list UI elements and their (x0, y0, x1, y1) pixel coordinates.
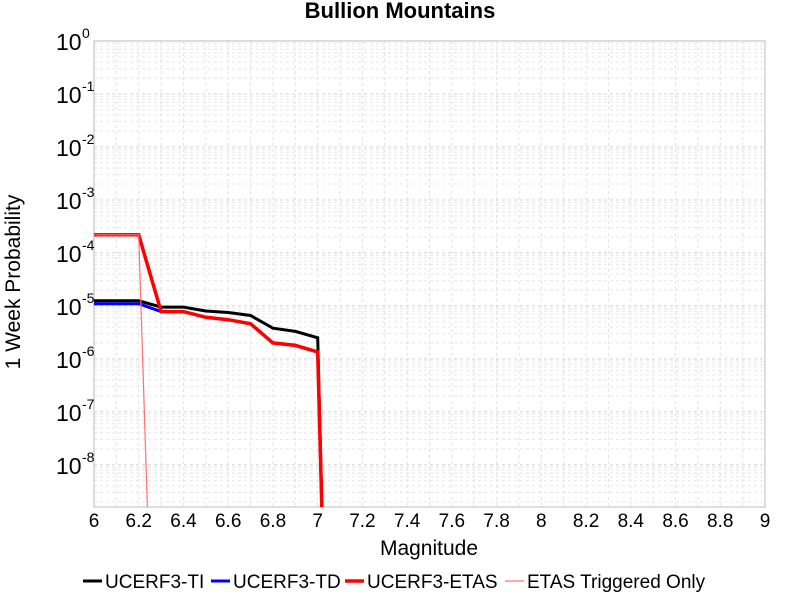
y-tick-exponent: -7 (82, 396, 95, 412)
y-tick-label: 10 (56, 29, 82, 55)
y-axis-label: 1 Week Probability (2, 194, 25, 369)
x-tick-label: 8 (536, 511, 547, 532)
x-tick-label: 7.2 (349, 511, 375, 532)
x-tick-label: 6.4 (170, 511, 197, 532)
x-tick-label: 7.4 (394, 511, 421, 532)
y-tick-exponent: -4 (82, 237, 95, 253)
y-tick-label: 10 (56, 188, 82, 214)
y-tick-exponent: -5 (82, 290, 95, 306)
x-tick-label: 7.8 (483, 511, 509, 532)
series-layer (94, 233, 324, 507)
x-tick-label: 8.4 (618, 511, 645, 532)
y-tick-exponent: -8 (82, 449, 95, 465)
legend-label-0: UCERF3-TI (105, 572, 204, 593)
x-tick-label: 9 (760, 511, 771, 532)
x-tick-label: 6.2 (126, 511, 152, 532)
x-tick-label: 7.6 (439, 511, 465, 532)
x-tick-label: 6 (89, 511, 100, 532)
x-axis-label: Magnitude (380, 537, 478, 560)
y-tick-exponent: -3 (82, 184, 95, 200)
y-tick-exponent: -1 (82, 78, 95, 94)
y-tick-label: 10 (56, 294, 82, 320)
legend: UCERF3-TI UCERF3-TD UCERF3-ETAS ETAS Trigge… (83, 572, 706, 593)
x-tick-label: 6.8 (260, 511, 286, 532)
series-line-3 (94, 234, 148, 507)
y-tick-exponent: -6 (82, 343, 95, 359)
y-tick-exponent: -2 (82, 131, 95, 147)
legend-label-1: UCERF3-TD (233, 572, 341, 593)
grid (93, 41, 766, 507)
y-tick-label: 10 (56, 453, 82, 479)
series-line-0 (94, 299, 324, 507)
x-tick-label: 8.8 (707, 511, 733, 532)
y-tick-label: 10 (56, 82, 82, 108)
x-tick-label: 8.6 (662, 511, 688, 532)
x-axis-ticks: 6 6.2 6.4 6.6 6.8 7 7.2 7.4 7.6 7.8 8 8.2 8.4 8.6 8.8 9 (89, 511, 771, 532)
y-tick-label: 10 (56, 135, 82, 161)
legend-label-3: ETAS Triggered Only (527, 572, 706, 593)
y-tick-label: 10 (56, 347, 82, 373)
y-tick-label: 10 (56, 241, 82, 267)
plot-frame (93, 40, 766, 508)
y-tick-label: 10 (56, 400, 82, 426)
x-tick-label: 8.2 (573, 511, 599, 532)
y-tick-exponent: 0 (82, 25, 90, 41)
x-tick-label: 6.6 (215, 511, 241, 532)
legend-label-2: UCERF3-ETAS (367, 572, 498, 593)
x-tick-label: 7 (312, 511, 323, 532)
chart-title: Bullion Mountains (305, 0, 496, 23)
